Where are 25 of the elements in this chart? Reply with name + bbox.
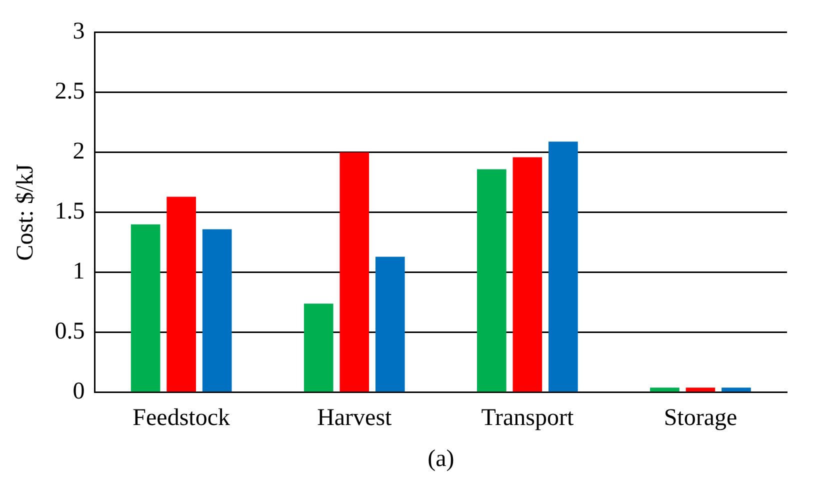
bar bbox=[650, 388, 680, 392]
bar bbox=[548, 142, 578, 392]
y-tick-label: 1.5 bbox=[54, 198, 85, 225]
y-tick-label: 3 bbox=[72, 18, 85, 45]
bar bbox=[166, 196, 196, 392]
x-tick-label: Harvest bbox=[317, 405, 392, 432]
x-axis-title: (a) bbox=[428, 446, 454, 472]
bar bbox=[375, 256, 405, 392]
y-tick-label: 2.5 bbox=[54, 78, 85, 105]
bar bbox=[304, 304, 334, 392]
bar bbox=[130, 224, 160, 392]
bar bbox=[202, 229, 232, 392]
y-tick-label: 1 bbox=[72, 258, 85, 285]
x-tick-label: Storage bbox=[664, 405, 738, 432]
y-tick-label: 0.5 bbox=[54, 318, 85, 345]
y-tick-label: 0 bbox=[72, 378, 85, 405]
y-axis-title: Cost: $/kJ bbox=[12, 164, 39, 261]
bar bbox=[722, 388, 751, 392]
x-tick-label: Transport bbox=[481, 405, 574, 432]
bar bbox=[512, 157, 542, 392]
bar bbox=[686, 388, 716, 392]
bar bbox=[477, 169, 506, 392]
y-tick-label: 2 bbox=[72, 138, 85, 165]
x-tick-label: Feedstock bbox=[132, 405, 230, 432]
bar bbox=[340, 152, 370, 392]
